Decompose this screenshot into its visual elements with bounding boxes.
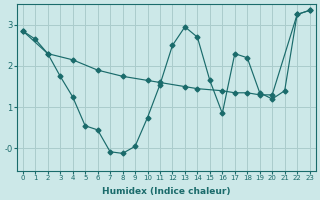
X-axis label: Humidex (Indice chaleur): Humidex (Indice chaleur) [102,187,230,196]
